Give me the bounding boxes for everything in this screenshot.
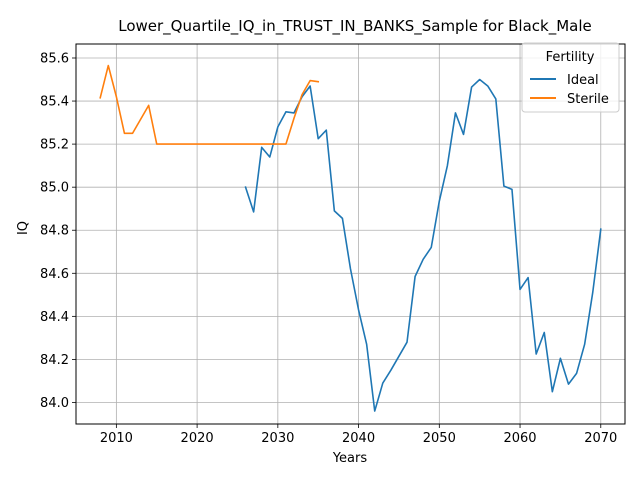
y-tick-label: 85.6 bbox=[40, 51, 69, 66]
legend-label-sterile: Sterile bbox=[567, 92, 609, 107]
legend: Fertility Ideal Sterile bbox=[521, 42, 620, 113]
x-axis-title: Years bbox=[332, 451, 368, 466]
series-lines bbox=[99, 64, 602, 412]
series-line-sterile bbox=[99, 64, 320, 145]
y-axis-title: IQ bbox=[16, 221, 31, 235]
legend-label-ideal: Ideal bbox=[567, 73, 599, 88]
legend-box bbox=[521, 42, 620, 113]
x-tick-label: 2010 bbox=[100, 431, 133, 446]
grid bbox=[76, 44, 625, 424]
y-tick-label: 84.0 bbox=[40, 396, 69, 411]
y-tick-label: 85.0 bbox=[40, 181, 69, 196]
x-tick-label: 2020 bbox=[181, 431, 214, 446]
x-tick-label: 2040 bbox=[342, 431, 375, 446]
plot-frame bbox=[75, 43, 626, 425]
y-tick-label: 85.2 bbox=[40, 138, 69, 153]
y-tick-label: 84.4 bbox=[40, 310, 69, 325]
y-tick-label: 84.6 bbox=[40, 267, 69, 282]
series-line-ideal bbox=[244, 78, 602, 412]
x-tick-label: 2050 bbox=[423, 431, 456, 446]
y-tick-label: 84.8 bbox=[40, 224, 69, 239]
chart-title: Lower_Quartile_IQ_in_TRUST_IN_BANKS_Samp… bbox=[118, 17, 592, 36]
x-tick-label: 2060 bbox=[503, 431, 536, 446]
x-tick-label: 2070 bbox=[584, 431, 617, 446]
legend-title: Fertility bbox=[546, 50, 595, 65]
y-tick-label: 84.2 bbox=[40, 353, 69, 368]
y-tick-label: 85.4 bbox=[40, 95, 69, 110]
x-tick-label: 2030 bbox=[261, 431, 294, 446]
y-axis: 84.0 84.2 84.4 84.6 84.8 85.0 85.2 85.4 85.6 bbox=[40, 51, 76, 411]
x-axis: 2010 2020 2030 2040 2050 2060 2070 bbox=[100, 424, 617, 446]
